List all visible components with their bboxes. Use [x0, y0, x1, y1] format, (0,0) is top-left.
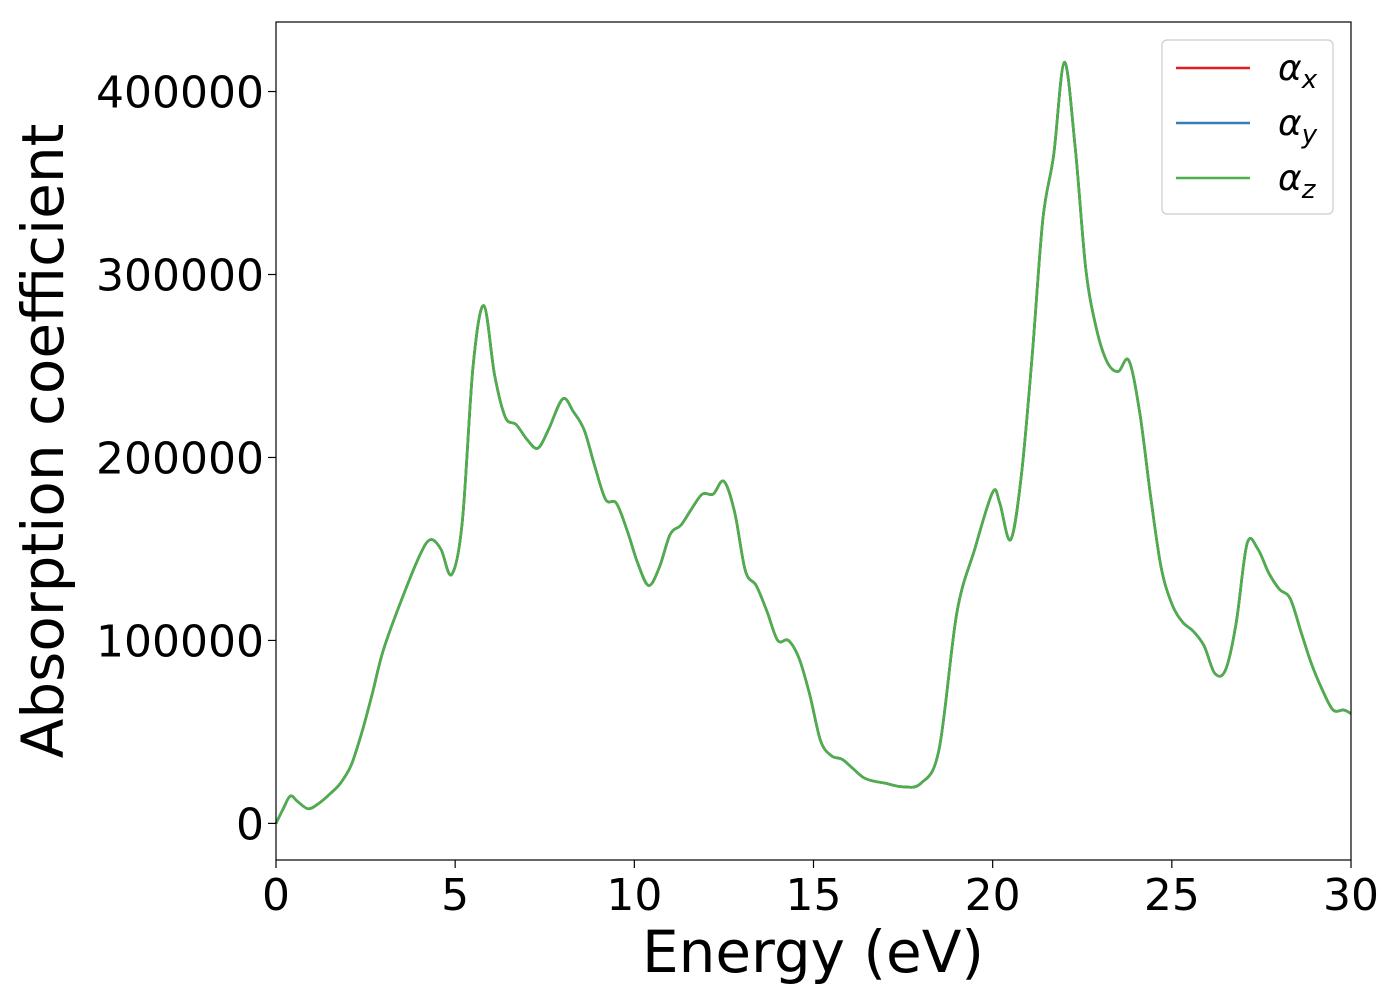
legend-box [1161, 39, 1334, 215]
y-tick-label: 400000 [96, 68, 264, 119]
y-axis-label: Absorption coefficient [9, 124, 77, 759]
legend-label: αy [1278, 103, 1318, 150]
legend-items: αx αy αz [1176, 48, 1318, 205]
y-axis-ticks: 0 100000 200000 300000 400000 [96, 68, 276, 850]
x-tick-label: 25 [1144, 870, 1200, 921]
x-tick-label: 0 [262, 870, 290, 921]
y-tick-label: 0 [236, 799, 264, 850]
y-tick-label: 200000 [96, 433, 264, 484]
x-axis-label: Energy (eV) [642, 918, 984, 986]
x-tick-label: 10 [606, 870, 662, 921]
x-tick-label: 15 [786, 870, 842, 921]
legend-label: αx [1278, 48, 1318, 95]
legend: αx αy αz [1161, 39, 1334, 215]
series-line-2 [274, 60, 1352, 824]
x-tick-label: 30 [1323, 870, 1379, 921]
series-layer [274, 60, 1352, 824]
x-tick-label: 5 [441, 870, 469, 921]
x-tick-label: 20 [965, 870, 1021, 921]
legend-label: αz [1278, 158, 1317, 205]
y-tick-label: 300000 [96, 250, 264, 301]
x-axis-ticks: 0 5 10 15 20 25 30 [262, 860, 1379, 921]
y-tick-label: 100000 [96, 616, 264, 667]
